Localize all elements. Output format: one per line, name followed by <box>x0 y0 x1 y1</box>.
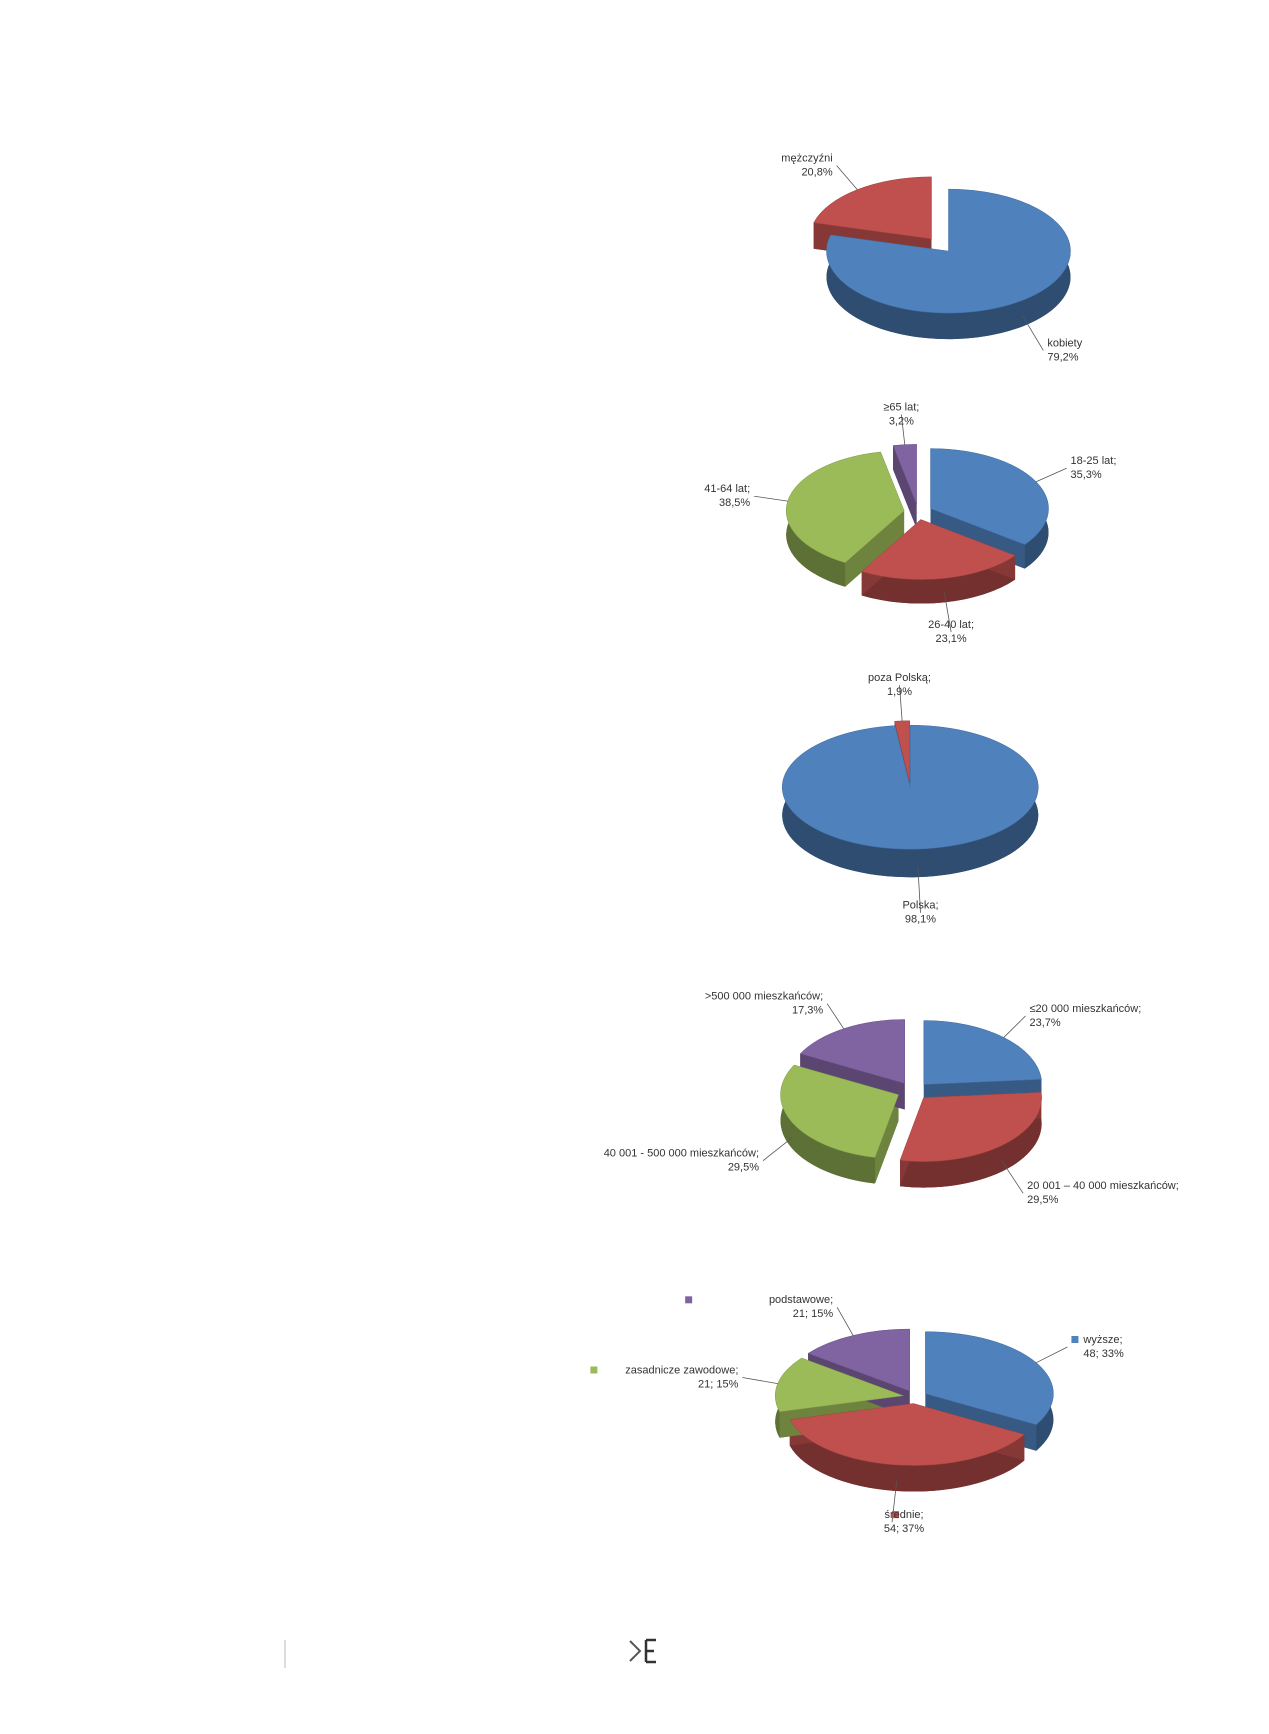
category-label: mężczyźni <box>781 153 832 165</box>
leader-line <box>900 414 906 445</box>
slice-side <box>893 444 917 529</box>
pie-slice <box>892 444 917 505</box>
value-label: 20,8% <box>801 167 832 179</box>
value-label: 21; 15% <box>698 1378 739 1390</box>
value-label: 21; 15% <box>793 1308 834 1320</box>
category-label: 41-64 lat; <box>704 483 750 495</box>
slice-side <box>789 1419 1025 1492</box>
value-label: 98,1% <box>905 914 936 926</box>
leader-line <box>1035 467 1067 483</box>
pie-slice <box>775 1357 904 1413</box>
category-label: ≤20 000 mieszkańców; <box>1029 1003 1141 1015</box>
leader-line <box>836 1307 854 1336</box>
category-label: poza Polską; <box>868 672 931 684</box>
leader-line <box>1003 1015 1026 1038</box>
leader-line <box>762 1137 793 1162</box>
slice-side <box>861 555 1016 604</box>
category-label: podstawowe; <box>769 1294 833 1306</box>
pie-slice <box>923 1020 1042 1085</box>
leader-line <box>826 1003 845 1029</box>
leader-line <box>943 592 952 633</box>
category-label: >500 000 mieszkańców; <box>705 991 823 1003</box>
leader-line <box>1022 315 1044 351</box>
footer-logo <box>629 1638 656 1664</box>
category-label: 18-25 lat; <box>1071 455 1117 467</box>
label-marker <box>892 1511 900 1519</box>
pie-slice <box>807 1328 910 1392</box>
category-label: ≥65 lat; <box>883 401 919 413</box>
category-label: 20 001 – 40 000 mieszkańców; <box>1027 1180 1179 1192</box>
pie-slice <box>789 1403 1025 1466</box>
pie-chart: 18-25 lat; 35,3% 26-40 lat; 23,1% 41-64 lat;… <box>704 401 1116 645</box>
pie-slice <box>780 1064 899 1158</box>
value-label: 1,9% <box>887 686 912 698</box>
label-marker <box>590 1366 598 1374</box>
value-label: 23,1% <box>936 633 967 645</box>
category-label: 26-40 lat; <box>928 619 974 631</box>
value-label: 3,2% <box>889 415 914 427</box>
value-label: 35,3% <box>1071 469 1102 481</box>
leader-line <box>1036 1346 1068 1364</box>
category-label: średnie; <box>884 1509 923 1521</box>
slice-side <box>923 1020 1042 1111</box>
slice-side <box>780 1065 875 1184</box>
value-label: 23,7% <box>1029 1017 1060 1029</box>
label-marker <box>1071 1336 1079 1343</box>
pie-chart: wyższe; 48; 33% średnie; 54; 37% zasadnicze … <box>590 1294 1124 1535</box>
pie-slice <box>826 188 1071 314</box>
pie-slice <box>799 1019 905 1084</box>
pie-chart: kobiety 79,2% mężczyźni 20,8% <box>781 153 1082 364</box>
category-label: kobiety <box>1047 337 1082 349</box>
value-label: 17,3% <box>792 1005 823 1017</box>
pie-slice <box>899 1092 1042 1162</box>
pie-slice <box>782 724 1039 850</box>
value-label: 38,5% <box>719 497 750 509</box>
label-marker <box>685 1296 693 1304</box>
category-label: Polska; <box>902 900 938 912</box>
leader-line <box>1001 1160 1024 1194</box>
slice-side <box>900 1092 1042 1188</box>
leader-line <box>836 165 858 190</box>
category-label: 40 001 - 500 000 mieszkańców; <box>604 1148 759 1160</box>
pie-chart: Polska; 98,1% poza Polską; 1,9% <box>782 672 1039 926</box>
value-label: 54; 37% <box>884 1523 925 1535</box>
leader-line <box>917 865 921 913</box>
category-label: wyższe; <box>1082 1334 1122 1346</box>
value-label: 29,5% <box>728 1162 759 1174</box>
pie-chart: ≤20 000 mieszkańców; 23,7% 20 001 – 40 000… <box>604 991 1179 1207</box>
value-label: 48; 33% <box>1083 1348 1124 1360</box>
value-label: 79,2% <box>1047 351 1078 363</box>
pie-slice <box>930 448 1049 545</box>
leader-line <box>899 685 903 721</box>
leader-line <box>742 1377 778 1385</box>
pie-slice <box>925 1331 1054 1425</box>
category-label: zasadnicze zawodowe; <box>625 1364 738 1376</box>
pie-slice <box>861 519 1016 580</box>
value-label: 29,5% <box>1027 1194 1058 1206</box>
leader-line <box>754 495 788 502</box>
